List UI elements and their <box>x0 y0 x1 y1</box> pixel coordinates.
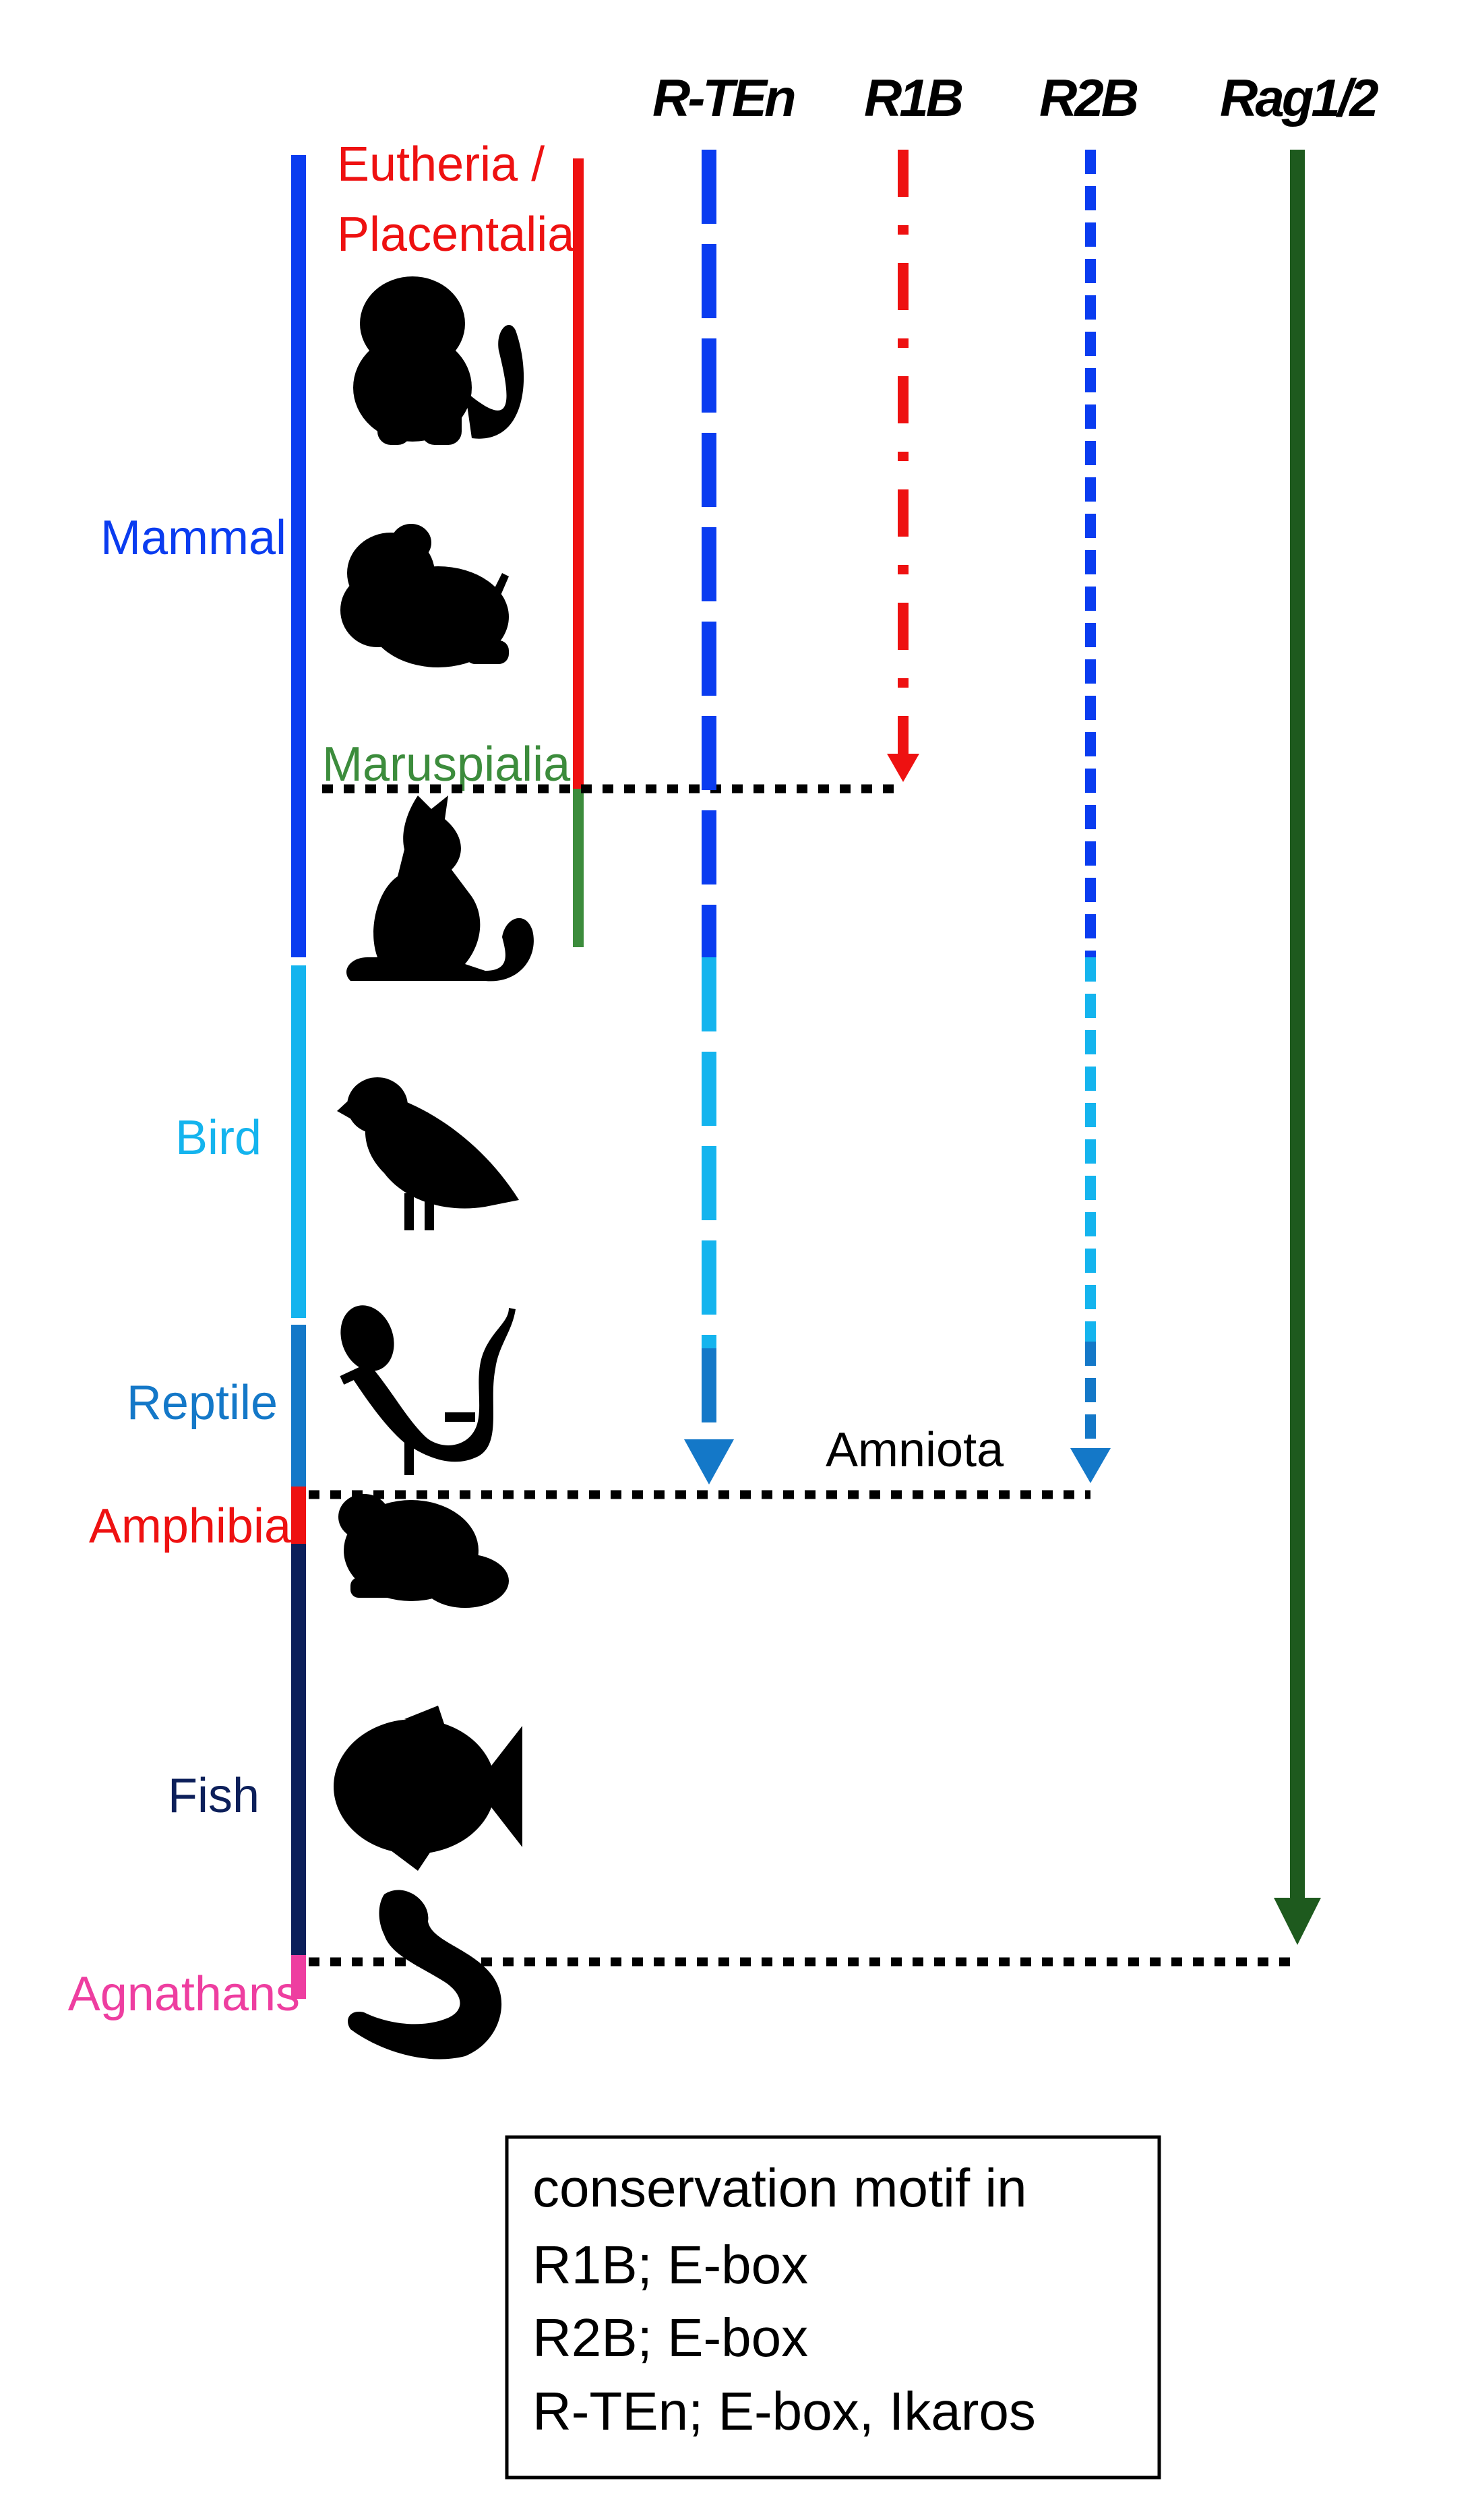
legend-line-4: R-TEn; E-box, Ikaros <box>532 2381 1036 2441</box>
frog-icon <box>338 1494 509 1608</box>
gene-label-rag: Rag1/2 <box>1220 68 1378 127</box>
rodent-icon <box>340 524 509 667</box>
gene-label-r1b: R1B <box>864 68 962 127</box>
agnathans-label: Agnathans <box>68 1967 300 2021</box>
rten-arrow-head <box>684 1439 734 1484</box>
legend-line-3: R2B; E-box <box>532 2308 808 2368</box>
r1b-arrow-head <box>887 754 919 782</box>
fish-icon <box>334 1706 522 1871</box>
legend-line-1: conservation motif in <box>532 2158 1027 2218</box>
kangaroo-icon <box>346 796 534 982</box>
eutheria-label-line1: Eutheria / <box>337 138 545 191</box>
amphibia-label: Amphibia <box>89 1499 292 1553</box>
legend-line-2: R1B; E-box <box>532 2235 808 2295</box>
monkey-icon <box>353 276 524 445</box>
reptile-label: Reptile <box>127 1376 278 1430</box>
gene-label-rten: R-TEn <box>652 68 795 127</box>
fish-label: Fish <box>168 1769 259 1823</box>
amniota-label: Amniota <box>826 1423 1004 1477</box>
gene-label-r2b: R2B <box>1039 68 1138 127</box>
legend-box: conservation motif in R1B; E-box R2B; E-… <box>505 2135 1161 2480</box>
r2b-arrow-head <box>1070 1448 1111 1483</box>
lamprey-icon <box>348 1890 502 2060</box>
lizard-icon <box>340 1305 516 1475</box>
mammal-label: Mammal <box>100 511 286 565</box>
bird-label: Bird <box>175 1111 262 1165</box>
bird-icon <box>337 1077 519 1230</box>
marsupialia-label: Maruspialia <box>322 738 571 791</box>
eutheria-label-line2: Placentalia <box>337 208 575 262</box>
rag-arrow-head <box>1274 1898 1321 1945</box>
